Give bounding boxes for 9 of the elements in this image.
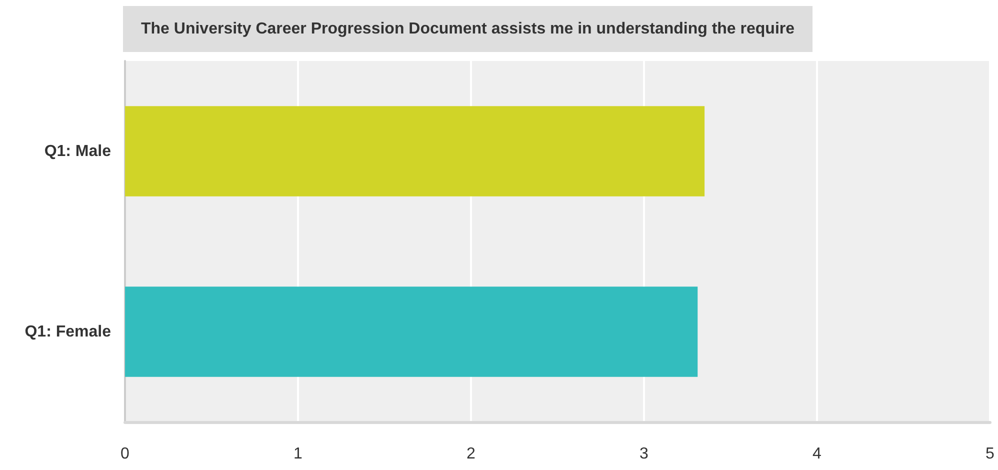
x-tick-label: 5	[986, 446, 995, 462]
y-tick-label: Q1: Female	[24, 323, 112, 340]
y-tick-label: Q1: Male	[44, 142, 112, 160]
x-tick-label: 1	[294, 446, 303, 462]
x-tick-label: 2	[466, 446, 476, 462]
chart-title: The University Career Progression Document assists me in understanding the require	[141, 20, 795, 38]
x-tick-label: 3	[640, 446, 649, 462]
x-tick-label: 0	[120, 446, 130, 462]
x-tick-label: 4	[812, 446, 822, 462]
